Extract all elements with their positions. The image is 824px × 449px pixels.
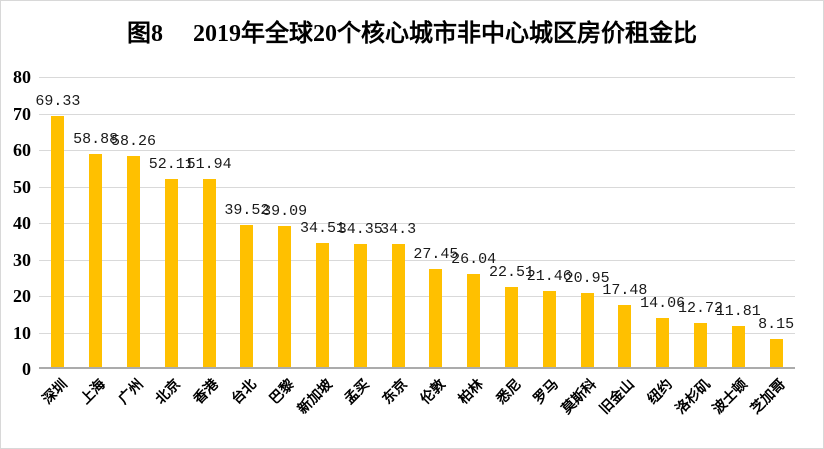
gridline-10	[39, 332, 795, 334]
value-label-莫斯科: 20.95	[564, 269, 610, 287]
y-tick-label-40: 40	[13, 213, 31, 233]
bar-纽约	[656, 317, 670, 367]
bar-台北	[240, 224, 254, 367]
bar-新加坡	[316, 243, 329, 367]
value-label-伦敦: 27.45	[413, 245, 459, 263]
plot-area: 69.33 58.88 58.26 52.11 51.94 39.52 39.09 34.51…	[35, 77, 795, 369]
gridline-40	[39, 223, 795, 224]
y-tick-label-50: 50	[13, 176, 31, 197]
bar-柏林	[467, 273, 481, 367]
value-label-北京: 52.11	[148, 155, 194, 173]
value-label-旧金山: 17.48	[602, 282, 648, 300]
value-label-新加坡: 34.51	[299, 220, 345, 238]
y-tick-label-80: 80	[13, 67, 31, 87]
bar-孟买	[353, 243, 367, 367]
bar-芝加哥	[769, 339, 783, 367]
bar-伦敦	[429, 268, 443, 367]
bar-悉尼	[505, 286, 518, 367]
chart-title: 图8 2019年全球20个核心城市非中心城区房价租金比	[1, 13, 823, 48]
value-label-香港: 51.94	[186, 156, 232, 174]
gridline-30	[39, 259, 795, 261]
bar-广州	[127, 156, 140, 367]
bar-洛杉矶	[694, 322, 707, 367]
bar-深圳	[51, 115, 65, 367]
gridline-80	[39, 77, 795, 78]
bar-旧金山	[618, 305, 632, 367]
y-tick-label-0: 0	[22, 359, 31, 379]
bar-莫斯科	[580, 292, 594, 367]
value-label-芝加哥: 8.15	[758, 316, 795, 334]
bar-东京	[391, 243, 405, 367]
y-tick-label-60: 60	[13, 140, 31, 160]
value-label-柏林: 26.04	[451, 250, 497, 268]
y-tick-label-30: 30	[13, 249, 31, 270]
bar-巴黎	[278, 226, 292, 367]
value-label-东京: 34.3	[380, 220, 417, 238]
value-label-上海: 58.88	[73, 131, 119, 149]
gridline-60	[39, 150, 795, 151]
value-label-孟买: 34.35	[337, 220, 383, 238]
chart-title-text: 2019年全球20个核心城市非中心城区房价租金比	[193, 21, 697, 47]
y-tick-label-10: 10	[13, 322, 31, 343]
value-label-悉尼: 22.51	[488, 263, 534, 281]
value-label-纽约: 14.06	[640, 294, 686, 312]
figure-number: 图8	[127, 21, 163, 47]
bar-香港	[202, 179, 216, 367]
gridline-70	[39, 113, 795, 115]
y-tick-label-70: 70	[13, 103, 31, 124]
gridline-50	[39, 186, 795, 188]
value-label-罗马: 21.46	[526, 267, 572, 285]
y-tick-label-20: 20	[13, 286, 31, 306]
bar-北京	[164, 178, 178, 367]
value-label-洛杉矶: 12.72	[677, 299, 723, 317]
value-label-广州: 58.26	[110, 133, 156, 151]
bar-上海	[89, 154, 103, 367]
value-label-深圳: 69.33	[35, 92, 81, 110]
bar-罗马	[542, 290, 556, 367]
value-label-波士顿: 11.81	[715, 302, 761, 320]
value-label-台北: 39.52	[224, 201, 270, 219]
value-label-巴黎: 39.09	[262, 203, 308, 221]
gridline-20	[39, 296, 795, 297]
x-axis-line	[39, 367, 795, 369]
bar-波士顿	[731, 325, 745, 367]
